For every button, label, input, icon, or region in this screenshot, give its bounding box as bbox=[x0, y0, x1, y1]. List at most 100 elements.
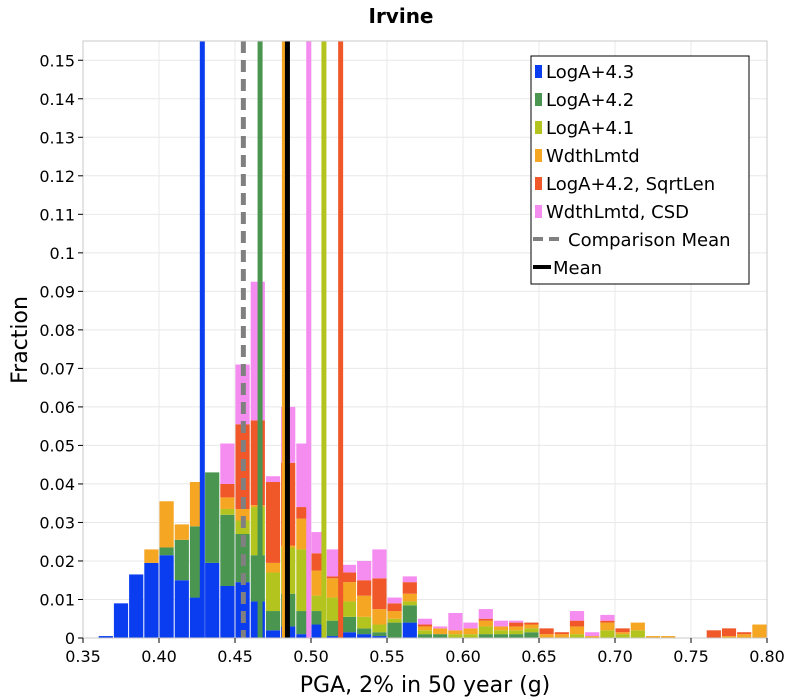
legend-label: LogA+4.2, SqrtLen bbox=[546, 174, 715, 195]
histogram-bar bbox=[524, 628, 539, 633]
histogram-bar bbox=[539, 628, 554, 635]
histogram-bar bbox=[615, 632, 630, 635]
histogram-bar bbox=[569, 634, 585, 638]
histogram-bar bbox=[569, 626, 585, 635]
histogram-bar bbox=[265, 482, 281, 563]
histogram-bar bbox=[737, 634, 752, 638]
y-tick-label: 0.08 bbox=[39, 321, 75, 340]
histogram-bar bbox=[205, 562, 220, 638]
histogram-bar bbox=[600, 614, 615, 621]
histogram-bar bbox=[341, 601, 357, 617]
x-tick-label: 0.75 bbox=[673, 647, 709, 666]
histogram-bar bbox=[417, 626, 433, 631]
histogram-bar bbox=[402, 582, 417, 594]
y-tick-label: 0.02 bbox=[39, 552, 75, 571]
histogram-bar bbox=[463, 622, 478, 629]
y-tick-label: 0.1 bbox=[50, 244, 75, 263]
histogram-bar bbox=[387, 622, 402, 638]
histogram-bar bbox=[326, 620, 341, 637]
histogram-bar bbox=[463, 634, 478, 638]
x-tick-label: 0.35 bbox=[65, 647, 101, 666]
legend-swatch bbox=[535, 205, 542, 218]
histogram-bar bbox=[433, 628, 448, 635]
histogram-bar bbox=[509, 620, 524, 623]
histogram-bar bbox=[721, 636, 737, 638]
histogram-bar bbox=[174, 539, 189, 581]
histogram-bar bbox=[159, 501, 174, 548]
histogram-bar bbox=[265, 630, 281, 638]
histogram-bar bbox=[478, 634, 493, 638]
histogram-bar bbox=[372, 624, 387, 633]
y-axis-title: Fraction bbox=[8, 296, 33, 384]
histogram-bar bbox=[357, 560, 372, 581]
y-tick-label: 0.14 bbox=[39, 90, 75, 109]
y-tick-label: 0.13 bbox=[39, 128, 75, 147]
histogram-bar bbox=[220, 497, 235, 509]
histogram-bar bbox=[265, 476, 281, 483]
histogram-bar bbox=[493, 634, 509, 638]
histogram-bar bbox=[493, 620, 509, 627]
legend-label: Mean bbox=[553, 258, 602, 279]
histogram-bar bbox=[661, 636, 676, 638]
histogram-bar bbox=[600, 622, 615, 631]
legend-swatch bbox=[535, 149, 542, 162]
histogram-bar bbox=[326, 578, 341, 598]
histogram-bar bbox=[493, 630, 509, 635]
histogram-bar bbox=[737, 632, 752, 635]
histogram-bar bbox=[98, 636, 113, 638]
histogram-bar bbox=[402, 593, 417, 602]
x-tick-label: 0.45 bbox=[217, 647, 253, 666]
histogram-bar bbox=[524, 622, 539, 625]
histogram-bar bbox=[448, 612, 463, 631]
histogram-bar bbox=[600, 620, 615, 623]
histogram-bar bbox=[220, 443, 235, 484]
histogram-bar bbox=[326, 549, 341, 577]
histogram-bar bbox=[402, 622, 417, 638]
legend-label: Comparison Mean bbox=[568, 230, 731, 251]
x-axis-title: PGA, 2% in 50 year (g) bbox=[300, 673, 551, 698]
histogram-bar bbox=[387, 618, 402, 623]
histogram-bar bbox=[402, 601, 417, 606]
histogram-bar bbox=[448, 634, 463, 638]
histogram-bar bbox=[174, 580, 189, 638]
histogram-bar bbox=[220, 586, 235, 638]
histogram-bar bbox=[341, 616, 357, 633]
histogram-bar bbox=[372, 632, 387, 637]
y-tick-label: 0.07 bbox=[39, 359, 75, 378]
x-tick-label: 0.50 bbox=[293, 647, 329, 666]
histogram-bar bbox=[615, 628, 630, 633]
histogram-bar bbox=[387, 611, 402, 619]
histogram-bar bbox=[569, 611, 585, 621]
histogram-bar bbox=[357, 616, 372, 629]
histogram-bar bbox=[630, 622, 645, 631]
histogram-bar bbox=[357, 580, 372, 596]
histogram-bar bbox=[341, 572, 357, 583]
y-tick-label: 0 bbox=[65, 629, 75, 648]
histogram-bar bbox=[144, 549, 159, 563]
histogram-bar bbox=[478, 626, 493, 635]
y-tick-label: 0.04 bbox=[39, 475, 75, 494]
histogram-bar bbox=[509, 622, 524, 627]
histogram-bar bbox=[433, 634, 448, 638]
histogram-bar bbox=[372, 549, 387, 579]
histogram-bar bbox=[129, 574, 144, 638]
legend: LogA+4.3 LogA+4.2 LogA+4.1 WdthLmtd LogA+4.2… bbox=[530, 55, 750, 285]
histogram-bar bbox=[493, 626, 509, 631]
histogram-bar bbox=[509, 634, 524, 638]
x-tick-label: 0.80 bbox=[749, 647, 785, 666]
x-axis: 0.35 0.40 0.45 0.50 0.55 0.60 0.65 0.70 0.75 0.80 bbox=[65, 638, 785, 666]
histogram-bar bbox=[417, 624, 433, 627]
histogram-bar bbox=[539, 634, 554, 638]
histogram-bar bbox=[326, 597, 341, 621]
legend-box bbox=[530, 55, 750, 285]
y-tick-label: 0.05 bbox=[39, 436, 75, 455]
x-tick-label: 0.60 bbox=[445, 647, 481, 666]
legend-label: WdthLmtd bbox=[546, 146, 640, 167]
histogram-bar bbox=[448, 630, 463, 635]
histogram-bar bbox=[387, 597, 402, 604]
histogram-bar bbox=[554, 632, 569, 635]
y-tick-label: 0.09 bbox=[39, 282, 75, 301]
legend-swatch bbox=[535, 177, 542, 190]
histogram-bar bbox=[159, 547, 174, 556]
